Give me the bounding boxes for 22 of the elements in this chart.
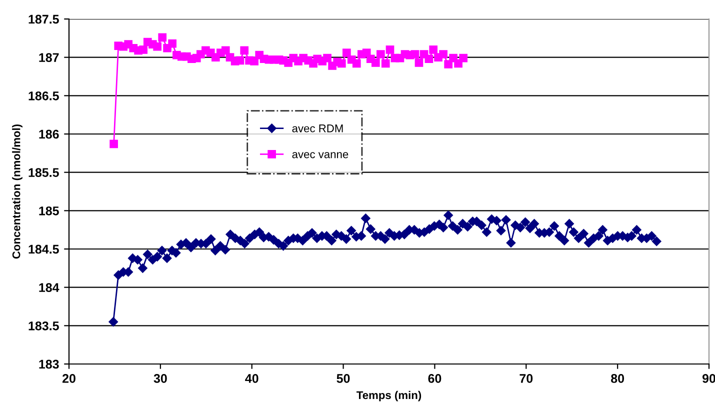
- y-tick-label: 186.5: [28, 91, 59, 100]
- x-tick-label: 90: [702, 374, 715, 383]
- legend-label: avec vanne: [292, 152, 348, 158]
- x-tick-label: 70: [520, 374, 533, 383]
- y-tick-label: 186: [39, 130, 59, 139]
- y-tick-label: 183.5: [28, 321, 59, 330]
- y-tick-label: 185: [39, 206, 59, 216]
- x-tick-label: 30: [154, 374, 167, 383]
- x-tick-label: 80: [611, 374, 624, 383]
- x-tick-label: 60: [428, 374, 442, 383]
- x-tick-label: 20: [62, 374, 76, 383]
- legend-label: avec RDM: [292, 124, 343, 132]
- y-tick-label: 187.5: [28, 14, 59, 24]
- y-tick-label: 185.5: [28, 168, 59, 177]
- y-tick-label: 184.5: [28, 244, 59, 254]
- x-tick-label: 50: [336, 374, 350, 383]
- y-tick-label: 184: [39, 283, 60, 292]
- y-axis-title: Concentration (nmol/mol): [12, 124, 22, 259]
- x-axis-title: Temps (min): [356, 390, 422, 402]
- y-tick-label: 183: [39, 360, 59, 369]
- y-tick-label: 187: [39, 53, 59, 62]
- x-tick-label: 40: [245, 374, 258, 383]
